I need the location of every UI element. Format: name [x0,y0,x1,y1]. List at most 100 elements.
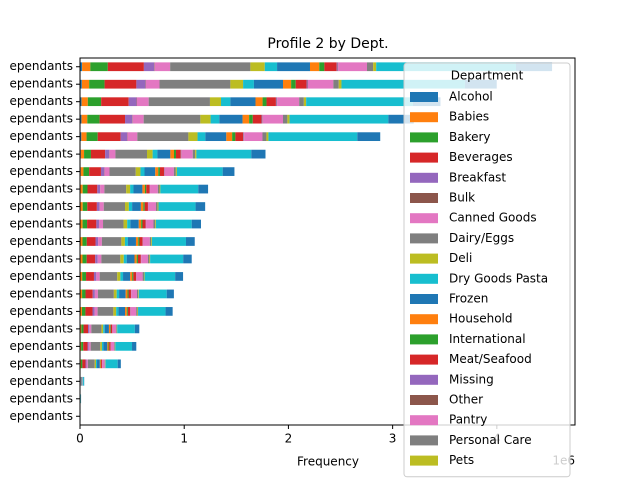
bar-segment [124,237,128,246]
bar-segment [139,237,143,246]
bar-segment [86,237,96,246]
bar-segment [99,114,126,124]
bar-segment [87,341,89,351]
bar-segment [120,254,124,264]
bar-segment [157,202,159,211]
plot-frame [79,57,576,426]
bar-segment [121,237,125,246]
bar-segment [80,341,82,351]
legend: Department Alcohol Babies Bakery Beverages Br… [403,62,571,478]
bar-segment [90,149,106,159]
bar-segment [158,167,160,176]
legend-swatch [410,435,438,446]
bar-segment [127,289,129,299]
bar-segment [137,307,139,316]
bar-segment [82,184,88,194]
bar-segment [196,149,252,159]
legend-label: Personal Care [449,433,532,447]
bar-segment [94,289,98,299]
bar-segment [144,272,176,281]
bar-segment [118,307,126,316]
bar-segment [102,359,105,369]
bar-segment [91,324,102,334]
x-axis-label: Frequency [297,455,359,469]
bar-segment [82,237,87,246]
bar-segment [110,324,113,334]
legend-label: Babies [449,110,489,124]
bar-segment [149,254,151,264]
bar-segment [126,307,128,316]
bar-segment [97,289,114,299]
bar-segment [150,254,184,264]
bar-segment [309,62,320,72]
bar-segment [141,254,148,264]
bar-segment [105,149,110,159]
bar-segment [336,62,338,72]
bar-segment [155,167,159,176]
bar-segment [104,167,110,176]
bar-segment [80,167,84,176]
bar-segment [195,202,206,211]
bar-segment [136,272,143,281]
bar-segment [87,97,102,107]
bar-segment [195,149,197,159]
y-tick-label: ependants [9,286,73,300]
legend-title: Department [451,69,524,83]
y-tick-label: ependants [9,77,73,91]
bar-segment [244,132,263,142]
legend-swatch [410,112,438,123]
bar-segment [143,272,145,281]
bar-segment [117,359,121,369]
bar-segment [181,149,193,159]
bar-segment [262,97,267,107]
bar-segment [175,149,181,159]
bar-segment [80,272,83,281]
bar-segment [209,97,221,107]
bar-segment [88,341,91,351]
legend-label: Frozen [449,292,488,306]
bar-segment [166,289,174,299]
y-tick-label: ependants [9,409,73,423]
bar-segment [252,114,262,124]
y-tick-label: ependants [9,391,73,405]
bar-segment [142,272,144,281]
bar-segment [80,359,83,369]
bar-segment [116,289,120,299]
bar-segment [107,62,144,72]
y-tick-label: ependants [9,129,73,143]
y-tick-label: ependants [9,339,73,353]
bar-segment [137,254,141,264]
bar-segment [197,132,206,142]
bar-segment [306,97,413,107]
y-tick-label: ependants [9,94,73,108]
bar-segment [104,324,109,334]
bar-segment [388,114,414,124]
bar-segment [95,254,98,264]
bar-segment [98,237,102,246]
bar-segment [80,359,81,369]
legend-label: Alcohol [449,90,493,104]
legend-label: Dry Goods Pasta [449,271,548,285]
bar-segment [242,114,250,124]
bar-segment [373,62,377,72]
bar-segment [222,167,235,176]
bar-segment [266,132,269,142]
legend-swatch [410,193,438,203]
bar-segment [96,272,100,281]
bar-segment [135,167,141,176]
bar-segment [145,79,160,89]
bar-segment [337,62,339,72]
chart-title: Profile 2 by Dept. [267,36,388,52]
bar-segment [86,254,96,264]
bar-segment [307,79,334,89]
bar-segment [230,97,256,107]
bar-segment [253,79,284,89]
bar-segment [176,167,223,176]
y-tick-label: ependants [9,251,73,265]
legend-label: Deli [449,251,472,265]
bar-segment [191,219,201,229]
bar-segment [357,132,381,142]
bar-segment [149,237,152,246]
bar-segment [143,202,145,211]
